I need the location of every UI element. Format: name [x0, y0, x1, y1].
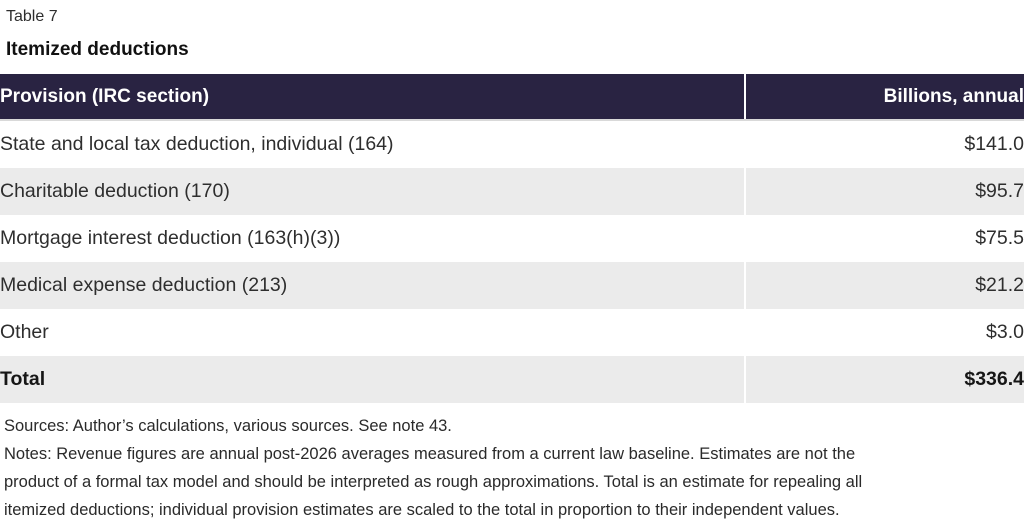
provision-cell: State and local tax deduction, individua… — [0, 133, 394, 155]
header-row: Provision (IRC section) Billions, annual — [0, 74, 1024, 121]
table-row-total: Total $336.4 — [0, 356, 1024, 403]
table-row: State and local tax deduction, individua… — [0, 120, 1024, 168]
sources-note: Sources: Author’s calculations, various … — [4, 417, 452, 435]
provision-cell: Charitable deduction (170) — [0, 168, 745, 215]
notes-line: Notes: Revenue figures are annual post-2… — [4, 445, 856, 463]
page: Table 7 Itemized deductions Provision (I… — [0, 7, 1024, 524]
table-row: Other $3.0 — [0, 309, 1024, 356]
table-footnotes: Sources: Author’s calculations, various … — [4, 412, 1024, 524]
amount-cell: $95.7 — [744, 168, 1024, 215]
amount-cell: $141.0 — [744, 120, 1024, 168]
provision-cell: Mortgage interest deduction (163(h)(3)) — [0, 227, 341, 249]
provision-cell-total: Total — [0, 356, 745, 403]
table-row: Charitable deduction (170) $95.7 — [0, 168, 1024, 215]
table-title: Itemized deductions — [6, 39, 189, 60]
column-header-provision: Provision (IRC section) — [0, 74, 745, 121]
amount-cell-total: $336.4 — [744, 356, 1024, 403]
provision-cell: Other — [0, 321, 49, 343]
provision-cell: Medical expense deduction (213) — [0, 262, 745, 309]
column-header-amount: Billions, annual — [744, 74, 1024, 121]
amount-cell: $21.2 — [744, 262, 1024, 309]
notes-line: itemized deductions; individual provisio… — [4, 501, 840, 519]
amount-cell: $3.0 — [744, 309, 1024, 356]
table-number-label: Table 7 — [6, 8, 58, 25]
notes-line: product of a formal tax model and should… — [4, 473, 863, 491]
itemized-deductions-table: Provision (IRC section) Billions, annual… — [0, 74, 1024, 403]
table-row: Mortgage interest deduction (163(h)(3)) … — [0, 215, 1024, 262]
table-row: Medical expense deduction (213) $21.2 — [0, 262, 1024, 309]
amount-cell: $75.5 — [744, 215, 1024, 262]
